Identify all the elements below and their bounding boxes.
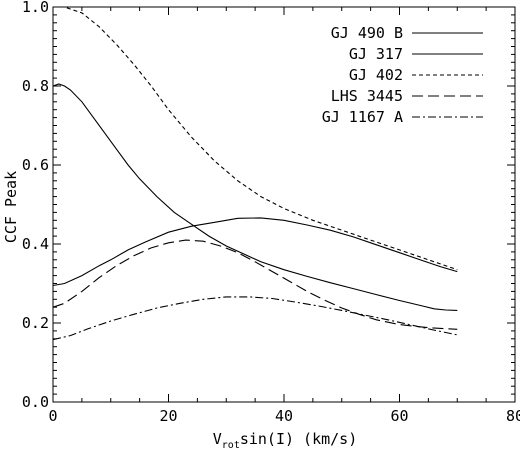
x-axis-label: Vrotsin(I) (km/s) [213,430,358,451]
x-tick-label: 40 [275,407,293,425]
y-tick-label: 0.8 [22,77,49,95]
y-tick-label: 0.2 [22,314,49,332]
y-tick-label: 0.6 [22,156,49,174]
x-tick-label: 0 [48,407,57,425]
legend-label: GJ 317 [349,45,403,63]
y-axis-ticks: 0.0 0.2 0.4 0.6 0.8 1.0 [22,0,515,411]
legend-label: GJ 1167 A [322,108,403,126]
x-axis-ticks: 0 20 40 60 80 [48,7,520,425]
series-line-gj-402 [53,6,458,271]
y-tick-label: 0.0 [22,393,49,411]
x-tick-label: 60 [390,407,408,425]
series-line-lhs-3445 [52,239,458,330]
axes [52,6,516,403]
y-tick-label: 1.0 [22,0,49,16]
legend: GJ 490 B GJ 317 GJ 402 LHS 3445 GJ 1167 A [322,24,483,126]
plot-frame [52,6,516,403]
legend-label: GJ 402 [349,66,403,84]
y-axis-label: CCF Peak [2,171,20,243]
series-lines [52,6,458,341]
x-tick-label: 20 [159,407,177,425]
series-line-gj-317 [52,83,458,311]
x-tick-label: 80 [506,407,520,425]
y-tick-label: 0.4 [22,235,49,253]
legend-label: LHS 3445 [331,87,403,105]
series-line-gj-1167-a [52,296,458,341]
series-line-gj-490-b [52,217,458,287]
legend-label: GJ 490 B [331,24,403,42]
